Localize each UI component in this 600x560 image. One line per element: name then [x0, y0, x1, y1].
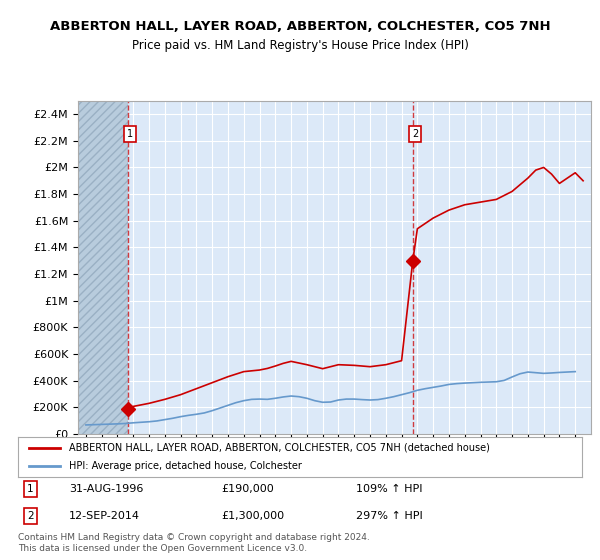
- Text: £190,000: £190,000: [221, 484, 274, 494]
- Text: 297% ↑ HPI: 297% ↑ HPI: [356, 511, 423, 521]
- Text: £1,300,000: £1,300,000: [221, 511, 284, 521]
- Text: HPI: Average price, detached house, Colchester: HPI: Average price, detached house, Colc…: [69, 461, 302, 471]
- Text: Price paid vs. HM Land Registry's House Price Index (HPI): Price paid vs. HM Land Registry's House …: [131, 39, 469, 52]
- Text: 2: 2: [412, 129, 418, 139]
- Text: 31-AUG-1996: 31-AUG-1996: [69, 484, 143, 494]
- Text: ABBERTON HALL, LAYER ROAD, ABBERTON, COLCHESTER, CO5 7NH (detached house): ABBERTON HALL, LAYER ROAD, ABBERTON, COL…: [69, 443, 490, 452]
- Bar: [78, 101, 128, 434]
- Text: 12-SEP-2014: 12-SEP-2014: [69, 511, 140, 521]
- Text: 1: 1: [127, 129, 133, 139]
- Text: ABBERTON HALL, LAYER ROAD, ABBERTON, COLCHESTER, CO5 7NH: ABBERTON HALL, LAYER ROAD, ABBERTON, COL…: [50, 20, 550, 32]
- Text: 1: 1: [27, 484, 34, 494]
- Text: 2: 2: [27, 511, 34, 521]
- Text: 109% ↑ HPI: 109% ↑ HPI: [356, 484, 423, 494]
- Text: Contains HM Land Registry data © Crown copyright and database right 2024.
This d: Contains HM Land Registry data © Crown c…: [18, 533, 370, 553]
